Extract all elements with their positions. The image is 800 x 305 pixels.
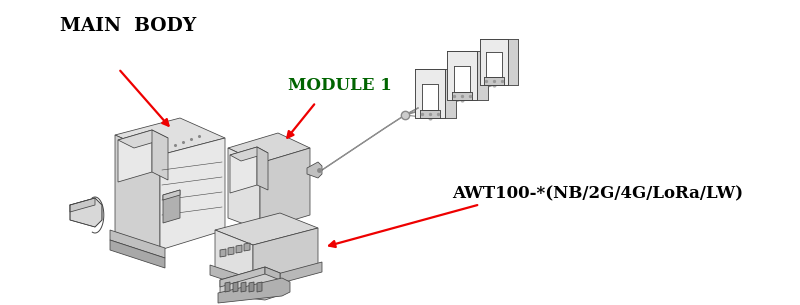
Polygon shape (452, 92, 472, 100)
Polygon shape (480, 39, 508, 85)
Polygon shape (244, 243, 250, 251)
Polygon shape (210, 262, 322, 290)
Polygon shape (220, 267, 265, 287)
Polygon shape (230, 147, 257, 193)
Polygon shape (447, 51, 477, 100)
Polygon shape (152, 130, 168, 180)
Polygon shape (253, 228, 318, 283)
Polygon shape (225, 282, 230, 292)
Polygon shape (241, 282, 246, 292)
Polygon shape (486, 52, 502, 77)
Polygon shape (257, 147, 268, 190)
Polygon shape (163, 190, 180, 200)
Polygon shape (508, 39, 518, 85)
Text: MAIN  BODY: MAIN BODY (60, 17, 196, 35)
Polygon shape (118, 130, 152, 182)
Text: MODULE 1: MODULE 1 (288, 77, 392, 94)
Polygon shape (257, 282, 262, 292)
Polygon shape (228, 133, 310, 163)
Polygon shape (110, 240, 165, 268)
Polygon shape (490, 39, 518, 85)
Polygon shape (218, 278, 290, 303)
Polygon shape (458, 51, 488, 100)
Polygon shape (118, 130, 168, 148)
Polygon shape (228, 148, 260, 230)
Polygon shape (415, 69, 445, 118)
Polygon shape (477, 51, 488, 100)
Polygon shape (230, 147, 268, 161)
Polygon shape (307, 162, 322, 178)
Polygon shape (260, 148, 310, 230)
Polygon shape (249, 282, 254, 292)
Polygon shape (70, 198, 102, 227)
Polygon shape (484, 77, 504, 85)
Polygon shape (110, 230, 165, 258)
Polygon shape (163, 190, 180, 223)
Polygon shape (236, 245, 242, 253)
Polygon shape (215, 230, 253, 283)
Polygon shape (220, 249, 226, 257)
Polygon shape (420, 110, 440, 118)
Polygon shape (233, 282, 238, 292)
Polygon shape (228, 247, 234, 255)
Polygon shape (220, 267, 280, 300)
Polygon shape (215, 213, 318, 245)
Text: AWT100-*(NB/2G/4G/LoRa/LW): AWT100-*(NB/2G/4G/LoRa/LW) (452, 185, 743, 202)
Polygon shape (115, 118, 225, 155)
Polygon shape (160, 138, 225, 250)
Polygon shape (426, 69, 456, 118)
Polygon shape (265, 267, 280, 280)
Polygon shape (445, 69, 456, 118)
Polygon shape (115, 135, 160, 250)
Polygon shape (422, 84, 438, 110)
Polygon shape (70, 198, 95, 212)
Polygon shape (454, 66, 470, 92)
